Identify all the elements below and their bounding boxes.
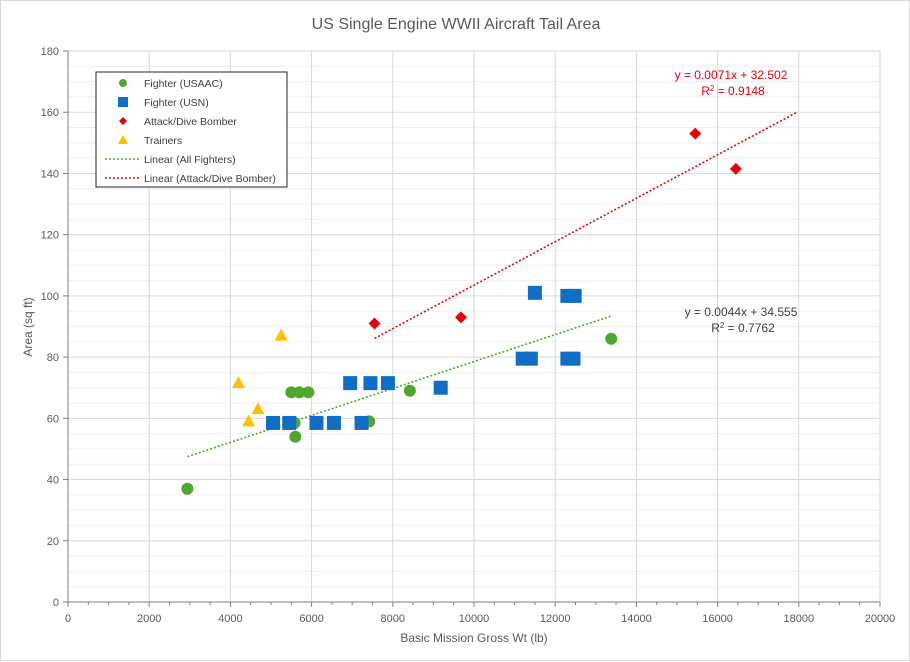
data-point (251, 402, 265, 415)
legend-label: Linear (Attack/Dive Bomber) (144, 173, 276, 185)
legend-marker (119, 117, 127, 125)
data-point (363, 376, 378, 391)
x-tick-label: 20000 (865, 613, 896, 625)
grid-layer (68, 50, 881, 602)
data-point (289, 430, 302, 443)
legend-label: Trainers (144, 135, 182, 147)
axis-layer: 0 2000 4000 6000 8000 10000 12000 14000 16000 180… (41, 46, 896, 625)
legend-marker (118, 97, 128, 107)
data-point (455, 311, 468, 324)
data-point (689, 127, 702, 140)
legend-marker (118, 135, 128, 144)
y-tick-label: 20 (47, 536, 59, 548)
data-point (181, 482, 194, 495)
data-point (403, 384, 416, 397)
x-tick-label: 6000 (299, 613, 323, 625)
data-point (567, 288, 582, 303)
x-tick-label: 18000 (784, 613, 815, 625)
x-tick-label: 8000 (381, 613, 405, 625)
x-tick-label: 0 (65, 613, 71, 625)
data-point (729, 162, 742, 175)
x-tick-label: 10000 (459, 613, 490, 625)
data-point (309, 415, 324, 430)
y-tick-label: 0 (53, 597, 59, 609)
data-point (527, 285, 542, 300)
data-point (232, 376, 246, 389)
trendline-equation: y = 0.0044x + 34.555 (685, 305, 798, 319)
trendline (187, 315, 612, 458)
y-tick-label: 40 (47, 475, 59, 487)
trendline-equations: y = 0.0044x + 34.555 R2 = 0.7762 y = 0.007… (675, 68, 798, 335)
data-point (343, 376, 358, 391)
data-point (293, 386, 306, 399)
y-tick-label: 160 (41, 107, 59, 119)
legend-box (95, 71, 288, 188)
trendline-r-squared: R2 = 0.7762 (711, 321, 775, 336)
data-point (326, 415, 341, 430)
x-tick-label: 14000 (621, 613, 652, 625)
data-point (380, 376, 395, 391)
data-point (274, 328, 288, 341)
legend-label: Fighter (USAAC) (144, 78, 223, 90)
chart-title: US Single Engine WWII Aircraft Tail Area (312, 16, 601, 33)
y-tick-label: 60 (47, 413, 59, 425)
data-point (433, 380, 448, 395)
data-point (523, 351, 538, 366)
data-point (354, 415, 369, 430)
legend-label: Linear (All Fighters) (144, 154, 236, 166)
data-point (566, 351, 581, 366)
y-tick-label: 180 (41, 46, 59, 58)
trendline-equation: y = 0.0071x + 32.502 (675, 68, 788, 82)
legend-label: Attack/Dive Bomber (144, 116, 237, 128)
x-tick-label: 12000 (540, 613, 571, 625)
legend-label: Fighter (USN) (144, 97, 209, 109)
y-tick-label: 140 (41, 168, 59, 180)
data-point (368, 317, 381, 330)
data-point (282, 415, 297, 430)
data-point-layer (181, 127, 742, 495)
legend-marker (119, 79, 127, 87)
trendline-r-squared: R2 = 0.9148 (701, 84, 765, 99)
legend: Fighter (USAAC) Fighter (USN) Attack/Dive … (95, 71, 288, 188)
y-axis-title: Area (sq ft) (21, 297, 35, 356)
x-tick-label: 4000 (218, 613, 242, 625)
x-axis-title: Basic Mission Gross Wt (lb) (400, 631, 547, 645)
trendline-layer (187, 111, 798, 458)
data-point (605, 332, 618, 345)
y-tick-label: 100 (41, 291, 59, 303)
x-tick-label: 2000 (137, 613, 161, 625)
data-point (242, 414, 256, 427)
y-tick-label: 80 (47, 352, 59, 364)
x-tick-label: 16000 (702, 613, 733, 625)
data-point (302, 386, 315, 399)
data-point (266, 415, 281, 430)
y-tick-label: 120 (41, 230, 59, 242)
